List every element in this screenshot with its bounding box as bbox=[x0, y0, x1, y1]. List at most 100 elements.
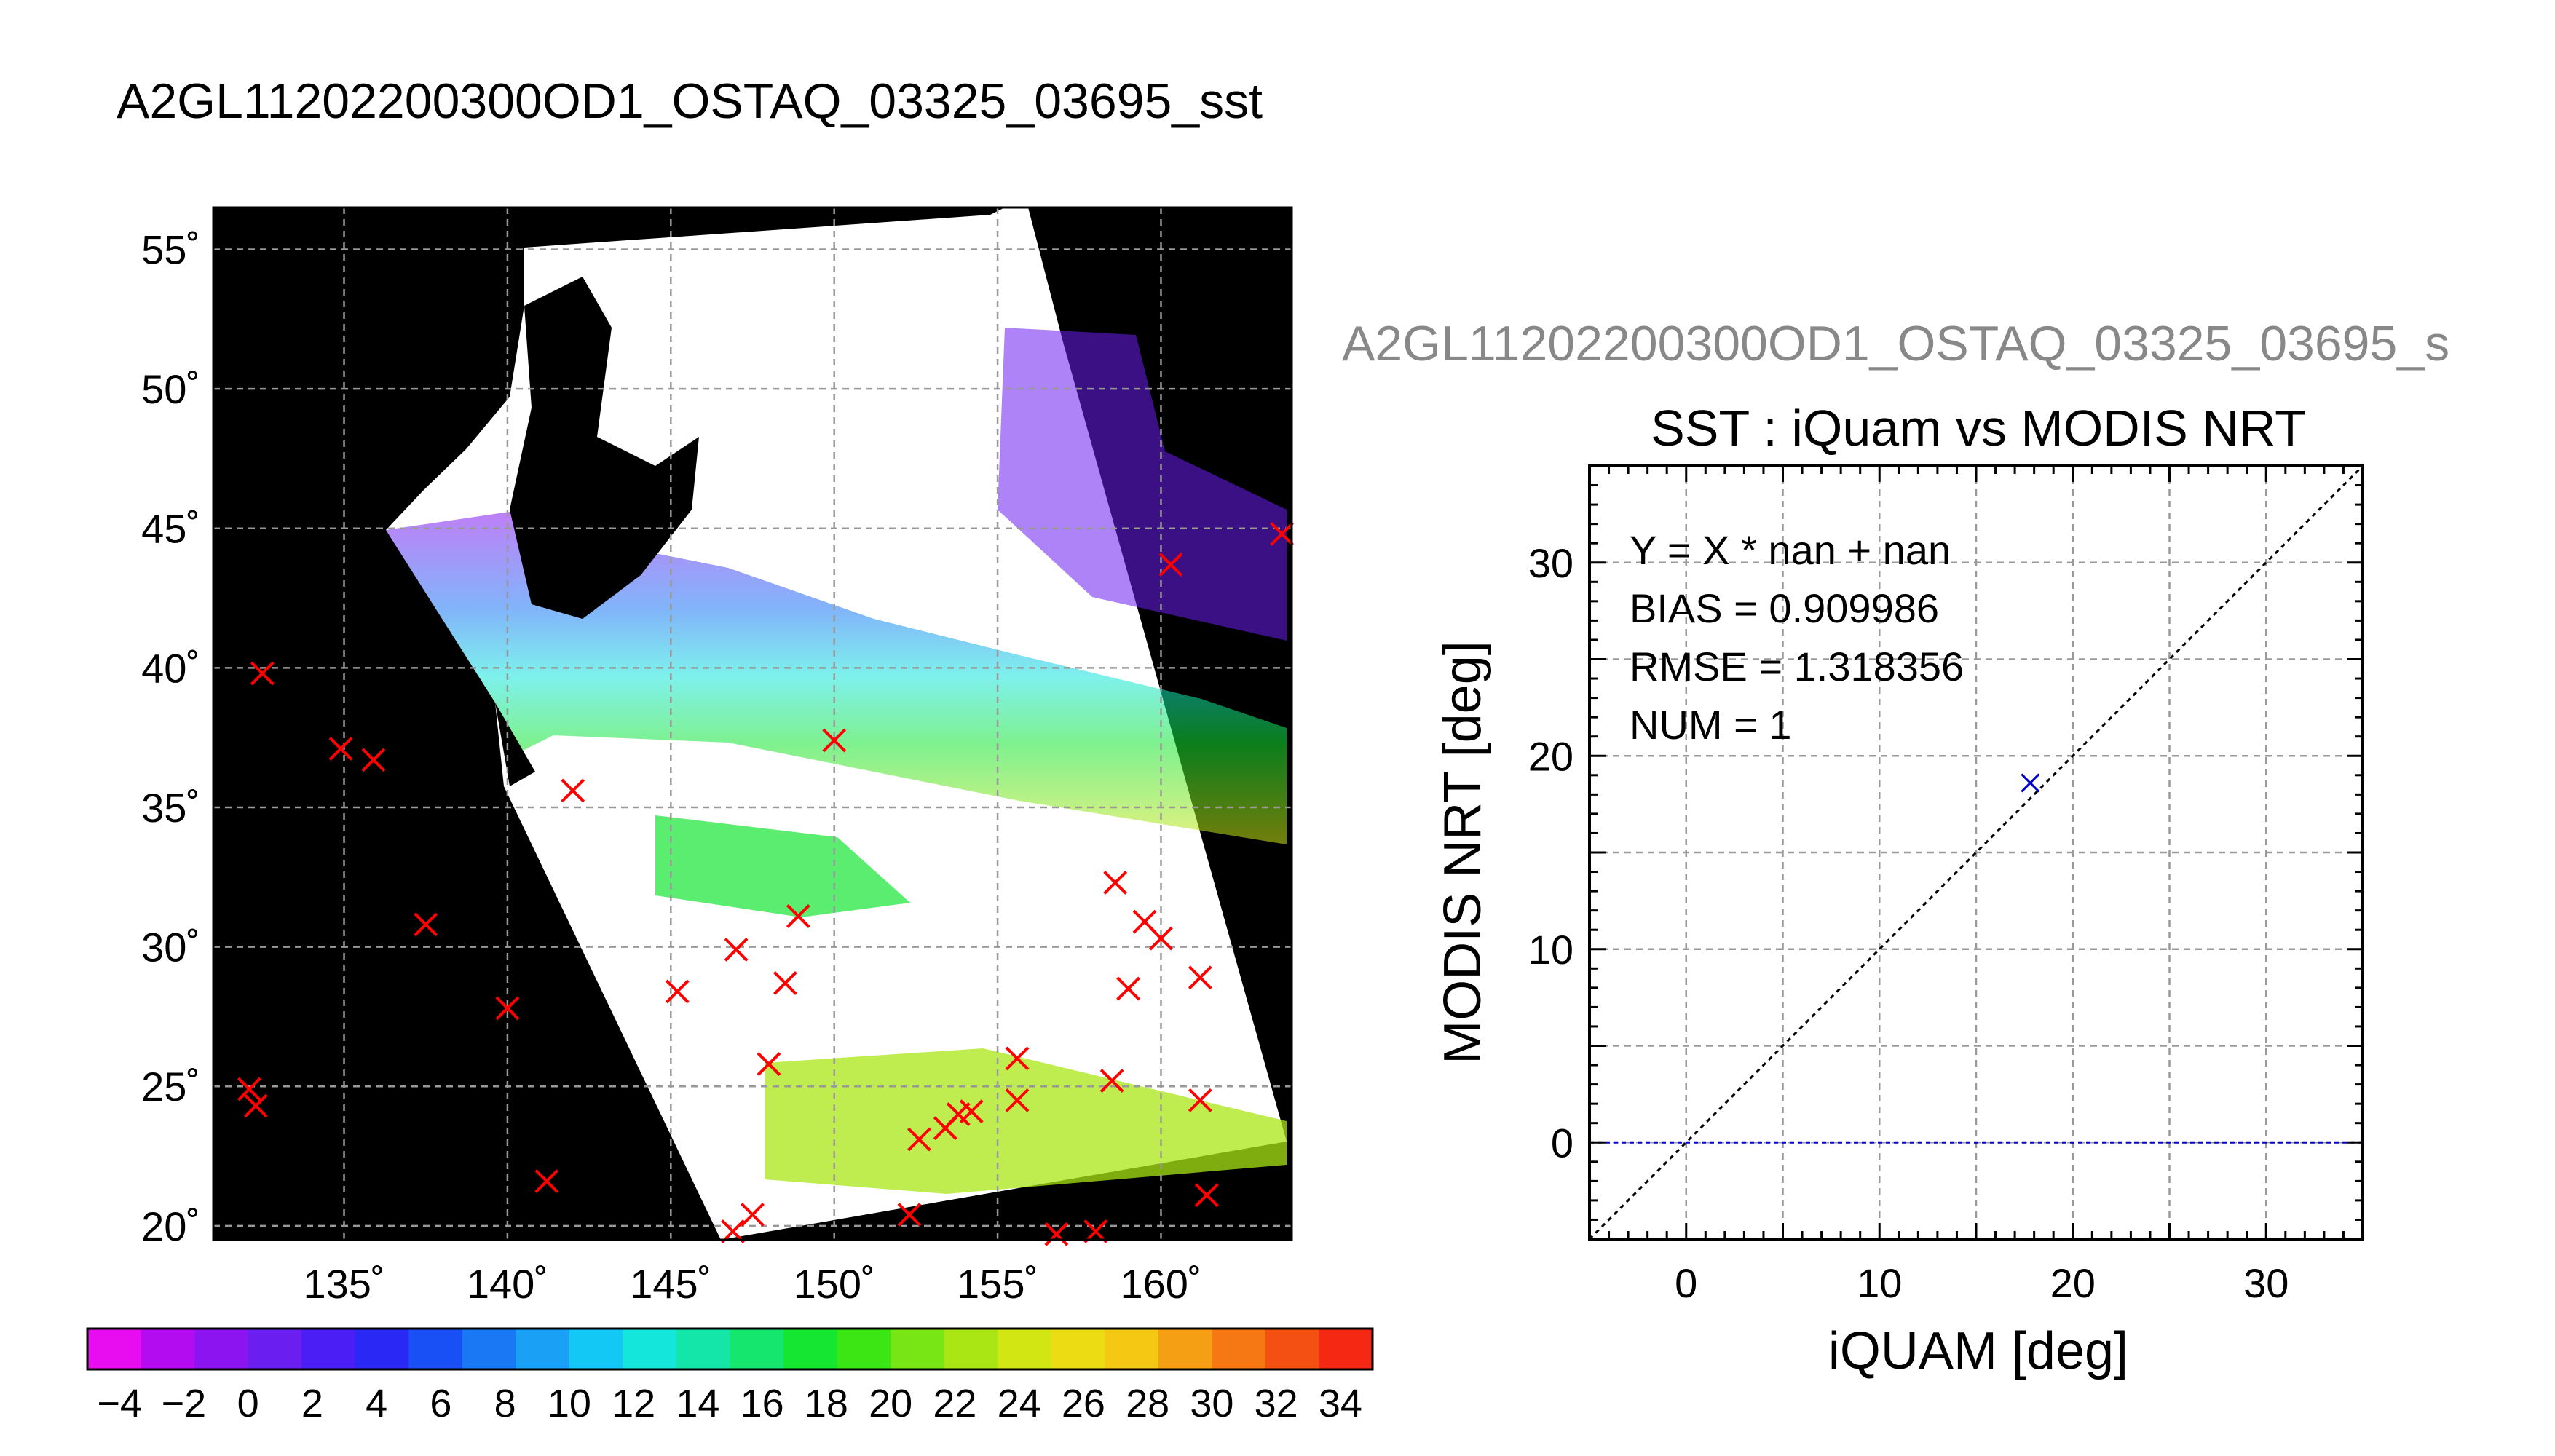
colorbar-cells bbox=[87, 1329, 1373, 1369]
lat-tick-label: 50˚ bbox=[141, 366, 200, 412]
colorbar-cell bbox=[1051, 1329, 1106, 1369]
lat-tick-label: 55˚ bbox=[141, 226, 200, 272]
map-panel: 55˚ 50˚ 45˚ 40˚ 35˚ 30˚ 25˚ 20˚ 135˚ 140˚ 145˚ 150… bbox=[141, 206, 1294, 1307]
colorbar-cell bbox=[355, 1329, 410, 1369]
lat-tick-label: 35˚ bbox=[141, 785, 200, 831]
lat-tick-label: 45˚ bbox=[141, 506, 200, 552]
map-marker bbox=[1149, 926, 1173, 951]
map-marker bbox=[822, 728, 847, 753]
scatter-x-tick-labels: 0 10 20 30 bbox=[1675, 1260, 2289, 1306]
colorbar-tick-label: 34 bbox=[1319, 1382, 1362, 1425]
map-marker bbox=[1158, 553, 1183, 577]
map-marker bbox=[237, 1077, 261, 1101]
stats-line-2: BIAS = 0.909986 bbox=[1630, 585, 1939, 631]
scatter-y-tick-labels: 0 10 20 30 bbox=[1528, 540, 1573, 1166]
colorbar-tick-label: 4 bbox=[366, 1382, 387, 1425]
map-marker bbox=[1005, 1046, 1030, 1071]
colorbar-cell bbox=[1212, 1329, 1266, 1369]
colorbar-cell bbox=[1158, 1329, 1213, 1369]
map-marker bbox=[724, 938, 749, 962]
map-marker bbox=[1116, 976, 1141, 1001]
map-marker bbox=[1099, 1069, 1124, 1093]
sst-green-patch bbox=[655, 815, 910, 917]
colorbar-tick-label: 26 bbox=[1062, 1382, 1105, 1425]
colorbar-tick-label: 10 bbox=[548, 1382, 591, 1425]
lon-tick-label: 160˚ bbox=[1120, 1261, 1201, 1307]
scatter-suptitle: A2GL11202200300OD1_OSTAQ_03325_03695_s bbox=[1342, 316, 2449, 371]
colorbar-tick-label: 14 bbox=[676, 1382, 719, 1425]
colorbar-tick-label: 16 bbox=[741, 1382, 784, 1425]
scatter-x-tick-label: 20 bbox=[2050, 1260, 2096, 1306]
colorbar-tick-label: 18 bbox=[805, 1382, 848, 1425]
scatter-x-tick-label: 0 bbox=[1675, 1260, 1697, 1306]
colorbar-cell bbox=[569, 1329, 624, 1369]
colorbar-cell bbox=[1265, 1329, 1320, 1369]
stats-line-1: Y = X * nan + nan bbox=[1630, 527, 1951, 573]
map-marker bbox=[757, 1052, 781, 1076]
scatter-x-tick-label: 10 bbox=[1857, 1260, 1902, 1306]
map-marker bbox=[897, 1203, 922, 1227]
colorbar-cell bbox=[301, 1329, 356, 1369]
map-marker bbox=[1188, 1088, 1212, 1112]
colorbar-tick-label: 32 bbox=[1255, 1382, 1298, 1425]
page-title: A2GL11202200300OD1_OSTAQ_03325_03695_sst bbox=[117, 74, 1263, 129]
colorbar-cell bbox=[837, 1329, 892, 1369]
colorbar-cell bbox=[87, 1329, 142, 1369]
map-marker bbox=[773, 971, 797, 995]
scatter-y-tick-label: 20 bbox=[1528, 733, 1573, 779]
colorbar-tick-label: −4 bbox=[97, 1382, 142, 1425]
colorbar-tick-label: 30 bbox=[1190, 1382, 1233, 1425]
lat-tick-label: 40˚ bbox=[141, 645, 200, 691]
colorbar-tick-label: 8 bbox=[494, 1382, 516, 1425]
map-marker bbox=[1194, 1183, 1219, 1208]
colorbar-tick-label: 22 bbox=[933, 1382, 976, 1425]
lat-tick-label: 30˚ bbox=[141, 925, 200, 970]
stats-line-3: RMSE = 1.318356 bbox=[1630, 644, 1964, 689]
colorbar-tick-label: 24 bbox=[998, 1382, 1041, 1425]
sst-purple-patch bbox=[998, 328, 1287, 641]
colorbar-cell bbox=[998, 1329, 1052, 1369]
lon-tick-label: 155˚ bbox=[957, 1261, 1038, 1307]
colorbar-tick-label: −2 bbox=[162, 1382, 207, 1425]
map-grid bbox=[213, 207, 1292, 1240]
colorbar-cell bbox=[248, 1329, 303, 1369]
lat-tick-label: 25˚ bbox=[141, 1064, 200, 1109]
map-marker bbox=[328, 737, 353, 761]
map-marker bbox=[786, 904, 810, 928]
scatter-point bbox=[2021, 773, 2040, 793]
colorbar-cell bbox=[516, 1329, 570, 1369]
map-markers bbox=[237, 521, 1294, 1246]
colorbar-tick-label: 2 bbox=[301, 1382, 323, 1425]
colorbar-cell bbox=[408, 1329, 463, 1369]
colorbar-cell bbox=[944, 1329, 999, 1369]
map-marker bbox=[1270, 521, 1294, 546]
map-marker bbox=[1005, 1088, 1030, 1112]
colorbar-tick-label: 0 bbox=[237, 1382, 259, 1425]
map-marker bbox=[1044, 1222, 1069, 1246]
scatter-y-tick-label: 0 bbox=[1551, 1120, 1573, 1166]
map-marker bbox=[495, 996, 520, 1021]
land-honshu-tip bbox=[495, 703, 535, 786]
map-marker bbox=[250, 661, 275, 686]
land-japan bbox=[510, 277, 699, 619]
colorbar-labels: −4 −2 0 2 4 6 8 10 12 14 16 18 20 22 24 26 28 30 32 34 bbox=[97, 1382, 1362, 1425]
lon-tick-label: 145˚ bbox=[630, 1261, 711, 1307]
map-marker bbox=[243, 1093, 268, 1118]
colorbar-cell bbox=[730, 1329, 785, 1369]
map-marker bbox=[361, 748, 386, 772]
scatter-ticks bbox=[1588, 464, 2364, 1241]
colorbar-tick-label: 20 bbox=[869, 1382, 912, 1425]
colorbar-cell bbox=[462, 1329, 517, 1369]
colorbar-cell bbox=[194, 1329, 249, 1369]
colorbar-cell bbox=[623, 1329, 677, 1369]
colorbar-cell bbox=[783, 1329, 838, 1369]
lat-tick-label: 20˚ bbox=[141, 1203, 200, 1249]
scatter-y-tick-label: 10 bbox=[1528, 927, 1573, 973]
map-frame bbox=[212, 206, 1293, 1241]
lon-tick-label: 140˚ bbox=[467, 1261, 548, 1307]
map-marker bbox=[414, 912, 438, 937]
colorbar: −4 −2 0 2 4 6 8 10 12 14 16 18 20 22 24 26 28 30 32 34 bbox=[86, 1327, 1374, 1425]
colorbar-frame bbox=[86, 1327, 1374, 1371]
map-lat-labels: 55˚ 50˚ 45˚ 40˚ 35˚ 30˚ 25˚ 20˚ bbox=[141, 226, 200, 1249]
